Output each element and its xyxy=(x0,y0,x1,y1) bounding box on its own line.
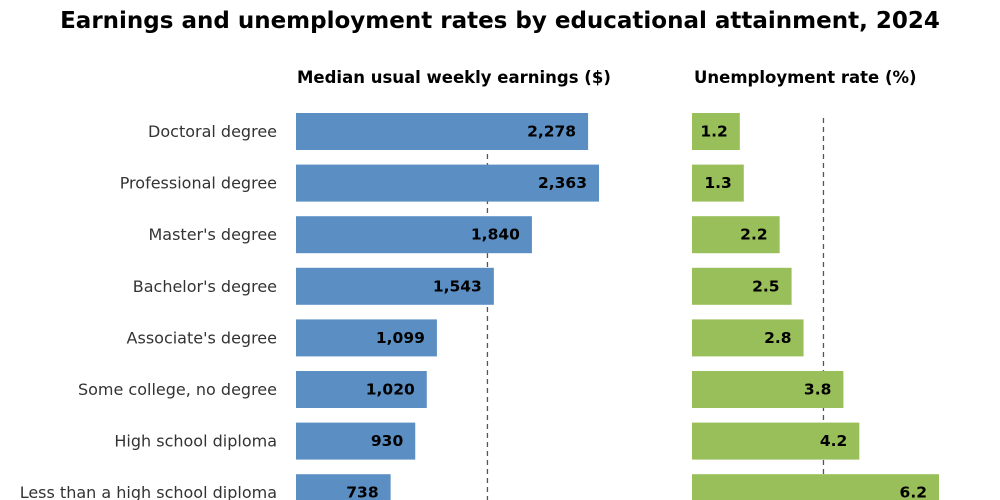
category-label: Less than a high school diploma xyxy=(20,483,277,500)
category-label: Master's degree xyxy=(148,225,277,244)
earnings-value-label: 1,099 xyxy=(376,329,425,347)
category-label: Bachelor's degree xyxy=(133,277,277,296)
unemployment-bar xyxy=(692,164,744,202)
earnings-value-label: 1,543 xyxy=(433,277,482,295)
category-label: Associate's degree xyxy=(127,328,277,347)
earnings-bar xyxy=(296,474,391,500)
unemployment-value-label: 6.2 xyxy=(900,484,927,500)
earnings-bar xyxy=(296,113,589,150)
category-label: Doctoral degree xyxy=(148,122,277,141)
earnings-bar xyxy=(296,422,416,460)
earnings-bar xyxy=(296,371,427,408)
unemployment-panel: 1.2 1.3 2.2 2.5 2.8 3.8 4.2 6.2 xyxy=(692,113,939,500)
earnings-value-label: 1,840 xyxy=(471,226,520,244)
unemployment-panel-title: Unemployment rate (%) xyxy=(694,68,917,87)
unemployment-value-label: 4.2 xyxy=(820,432,847,450)
earnings-value-label: 1,020 xyxy=(366,381,415,399)
category-label: Professional degree xyxy=(120,174,277,193)
earnings-value-label: 930 xyxy=(371,432,404,450)
unemployment-bar xyxy=(692,216,780,254)
unemployment-value-label: 2.8 xyxy=(764,329,791,347)
unemployment-value-label: 2.5 xyxy=(752,277,779,295)
earnings-value-label: 2,278 xyxy=(527,123,576,141)
earnings-value-label: 738 xyxy=(346,484,378,500)
unemployment-bar xyxy=(692,319,804,357)
category-labels: Doctoral degree Professional degree Master… xyxy=(20,122,277,500)
unemployment-bar xyxy=(692,474,939,500)
earnings-panel-title: Median usual weekly earnings ($) xyxy=(297,68,611,87)
category-label: Some college, no degree xyxy=(78,380,277,399)
earnings-bar xyxy=(296,164,599,202)
earnings-bar xyxy=(296,216,532,254)
category-label: High school diploma xyxy=(114,432,277,451)
earnings-panel: 2,278 2,363 1,840 1,543 1,099 1,020 930 738 xyxy=(296,113,599,500)
unemployment-value-label: 1.3 xyxy=(704,174,731,192)
earnings-bar xyxy=(296,267,494,305)
unemployment-bar xyxy=(692,371,844,408)
earnings-value-label: 2,363 xyxy=(538,174,587,192)
unemployment-value-label: 1.2 xyxy=(700,123,727,141)
unemployment-bar xyxy=(692,113,740,150)
earnings-bar xyxy=(296,319,437,357)
unemployment-value-label: 2.2 xyxy=(740,226,767,244)
unemployment-bar xyxy=(692,422,860,460)
unemployment-value-label: 3.8 xyxy=(804,381,831,399)
unemployment-bar xyxy=(692,267,792,305)
chart-title: Earnings and unemployment rates by educa… xyxy=(60,8,940,34)
